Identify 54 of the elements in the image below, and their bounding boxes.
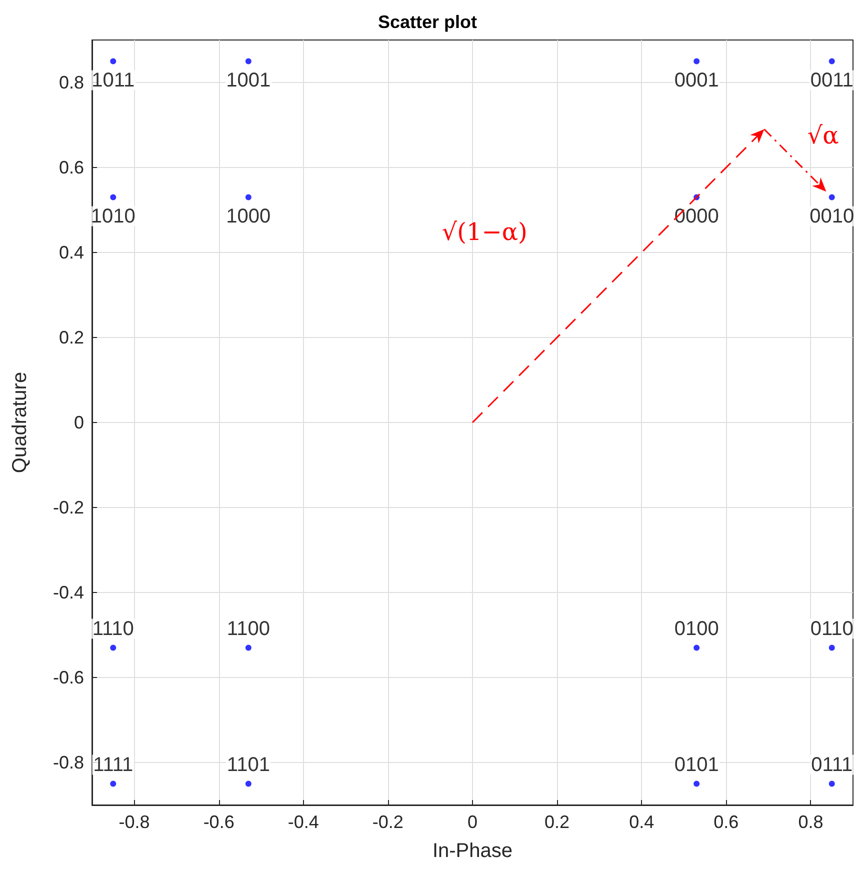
x-axis-title: In-Phase — [432, 840, 513, 862]
point — [245, 644, 252, 651]
x-tick-label: -0.4 — [288, 812, 319, 832]
series-label: 0100 — [674, 618, 719, 640]
point — [245, 58, 252, 64]
series-label: 0010 — [810, 205, 854, 228]
y-tick-label: -0.4 — [52, 582, 84, 602]
x-tick-label: 0.4 — [629, 812, 654, 832]
y-tick-label: 0.2 — [58, 328, 84, 348]
point — [828, 194, 835, 200]
x-tick-label: -0.8 — [118, 812, 150, 832]
series-label: 1111 — [93, 754, 134, 776]
series-label: 1011 — [92, 69, 135, 92]
annotation: √(1−α) — [442, 218, 528, 246]
y-tick-label: 0.8 — [58, 72, 84, 92]
series-label: 1110 — [92, 618, 134, 640]
series-label: 0101 — [674, 754, 719, 776]
point — [828, 780, 835, 787]
x-tick-label: -0.6 — [203, 812, 234, 832]
point — [110, 194, 116, 200]
point — [245, 780, 252, 787]
x-tick-label: -0.2 — [372, 812, 404, 832]
point — [694, 644, 700, 651]
point — [828, 644, 835, 651]
y-tick-label: 0 — [74, 412, 84, 432]
series-label: 1000 — [226, 205, 271, 228]
series-label: 1010 — [90, 205, 136, 228]
series-label: 1001 — [226, 69, 271, 92]
point — [694, 58, 700, 64]
series-label: 1101 — [226, 754, 270, 776]
x-tick-label: 0.2 — [544, 812, 570, 832]
series-label: 0000 — [674, 205, 719, 228]
series-label: 0110 — [810, 618, 854, 640]
point — [110, 780, 116, 787]
y-tick-label: -0.6 — [52, 668, 84, 688]
annotation: √α — [807, 121, 839, 150]
y-tick-label: 0.6 — [58, 158, 84, 178]
x-tick-label: 0.8 — [798, 812, 824, 832]
x-tick-label: 0.6 — [714, 812, 739, 832]
point — [110, 644, 116, 651]
series-label: 0011 — [810, 69, 854, 92]
y-tick-label: 0.4 — [58, 242, 84, 262]
series-label: 0001 — [674, 69, 719, 92]
series-label: 1100 — [226, 618, 270, 640]
point — [110, 58, 116, 64]
x-tick-label: 0 — [467, 812, 478, 832]
point — [694, 780, 700, 787]
chart-title: Scatter plot — [378, 12, 478, 32]
point — [245, 194, 252, 200]
y-tick-label: -0.2 — [52, 498, 84, 518]
y-axis-title: Quadrature — [9, 372, 31, 474]
series-label: 0111 — [811, 754, 853, 776]
point — [828, 58, 835, 64]
y-tick-label: -0.8 — [52, 752, 84, 772]
